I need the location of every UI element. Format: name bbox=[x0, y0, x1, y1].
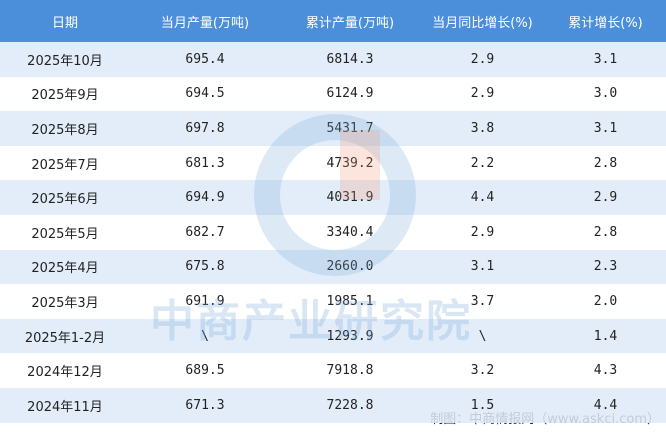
table-cell: 671.3 bbox=[130, 387, 280, 423]
table-cell: 4.4 bbox=[420, 180, 545, 215]
table-cell: 681.3 bbox=[185, 155, 225, 171]
table-cell: 4.4 bbox=[545, 387, 666, 423]
table-cell: 2.3 bbox=[545, 249, 666, 285]
table-cell: 3.0 bbox=[593, 86, 618, 102]
column-header: 当月同比增长(%) bbox=[420, 0, 545, 42]
table-cell: 682.7 bbox=[185, 224, 225, 240]
table-cell: 2.8 bbox=[593, 224, 618, 240]
table-cell: 2.2 bbox=[470, 155, 495, 171]
column-header: 当月产量(万吨) bbox=[130, 0, 280, 42]
table-cell: 694.9 bbox=[130, 180, 280, 215]
table-cell: 2025年3月 bbox=[31, 295, 99, 311]
table-cell: 2.9 bbox=[420, 42, 545, 77]
table-cell: \ bbox=[420, 318, 545, 354]
table-row: 2025年4月 675.8 2660.0 3.1 2.3 bbox=[0, 249, 666, 285]
table-row: 2025年9月 694.5 6124.9 2.9 3.0 bbox=[0, 77, 666, 112]
column-header: 日期 bbox=[0, 0, 130, 42]
table-cell: 2025年8月 bbox=[0, 111, 130, 146]
table-row: 2025年6月 694.9 4031.9 4.4 2.9 bbox=[0, 180, 666, 215]
data-table: 日期 当月产量(万吨) 累计产量(万吨) 当月同比增长(%) 累计增长(%) 2025年… bbox=[0, 0, 666, 423]
table-cell: 2025年7月 bbox=[31, 157, 99, 173]
table-cell: 1293.9 bbox=[280, 318, 420, 354]
table-cell: 695.4 bbox=[130, 42, 280, 77]
table-cell: 3.7 bbox=[470, 293, 495, 309]
table-row: 2025年10月 695.4 6814.3 2.9 3.1 bbox=[0, 42, 666, 77]
table-row: 2024年11月 671.3 7228.8 1.5 4.4 bbox=[0, 387, 666, 423]
table-cell: 2025年10月 bbox=[0, 42, 130, 77]
table-cell: 2025年4月 bbox=[0, 249, 130, 285]
table-cell: 2025年9月 bbox=[31, 88, 99, 104]
table-cell: 2.8 bbox=[593, 155, 618, 171]
table-cell: 2.0 bbox=[593, 293, 618, 309]
table-cell: 3340.4 bbox=[326, 224, 374, 240]
header-row: 日期 当月产量(万吨) 累计产量(万吨) 当月同比增长(%) 累计增长(%) bbox=[0, 0, 666, 42]
table-cell: 2.9 bbox=[545, 180, 666, 215]
table-cell: 7918.8 bbox=[326, 363, 374, 379]
table-row: 2025年8月 697.8 5431.7 3.8 3.1 bbox=[0, 111, 666, 146]
table-cell: 2024年11月 bbox=[0, 387, 130, 423]
table-cell: 1.5 bbox=[420, 387, 545, 423]
column-header: 累计增长(%) bbox=[545, 0, 666, 42]
table-row: 2025年7月 681.3 4739.2 2.2 2.8 bbox=[0, 146, 666, 181]
table-cell: 6124.9 bbox=[326, 86, 374, 102]
table-cell: 2025年5月 bbox=[31, 226, 99, 242]
table-cell: 3.1 bbox=[420, 249, 545, 285]
table-cell: 1985.1 bbox=[326, 293, 374, 309]
table-cell: \ bbox=[130, 318, 280, 354]
table-cell: 3.8 bbox=[420, 111, 545, 146]
table-row: 2024年12月 689.5 7918.8 3.2 4.3 bbox=[0, 353, 666, 388]
table-cell: 7228.8 bbox=[280, 387, 420, 423]
table-cell: 2.9 bbox=[470, 86, 495, 102]
table-cell: 689.5 bbox=[185, 363, 225, 379]
table-body: 2025年10月 695.4 6814.3 2.9 3.1 2025年9月 694.5 612… bbox=[0, 42, 666, 423]
table-cell: 4.3 bbox=[593, 363, 618, 379]
table-cell: 1.4 bbox=[545, 318, 666, 354]
table-row: 2025年5月 682.7 3340.4 2.9 2.8 bbox=[0, 215, 666, 250]
table-cell: 691.9 bbox=[185, 293, 225, 309]
table-row: 2025年1-2月 \ 1293.9 \ 1.4 bbox=[0, 318, 666, 354]
table-cell: 697.8 bbox=[130, 111, 280, 146]
table-cell: 2025年1-2月 bbox=[0, 318, 130, 354]
table-cell: 675.8 bbox=[130, 249, 280, 285]
table-cell: 5431.7 bbox=[280, 111, 420, 146]
table-cell: 2024年12月 bbox=[27, 365, 103, 381]
table-cell: 4031.9 bbox=[280, 180, 420, 215]
table-cell: 694.5 bbox=[185, 86, 225, 102]
table-cell: 2.9 bbox=[470, 224, 495, 240]
table-cell: 4739.2 bbox=[326, 155, 374, 171]
table-cell: 3.2 bbox=[470, 363, 495, 379]
table-cell: 6814.3 bbox=[280, 42, 420, 77]
table-cell: 2025年6月 bbox=[0, 180, 130, 215]
table-cell: 2660.0 bbox=[280, 249, 420, 285]
table-row: 2025年3月 691.9 1985.1 3.7 2.0 bbox=[0, 284, 666, 319]
table-cell: 3.1 bbox=[545, 42, 666, 77]
table-cell: 3.1 bbox=[545, 111, 666, 146]
column-header: 累计产量(万吨) bbox=[280, 0, 420, 42]
